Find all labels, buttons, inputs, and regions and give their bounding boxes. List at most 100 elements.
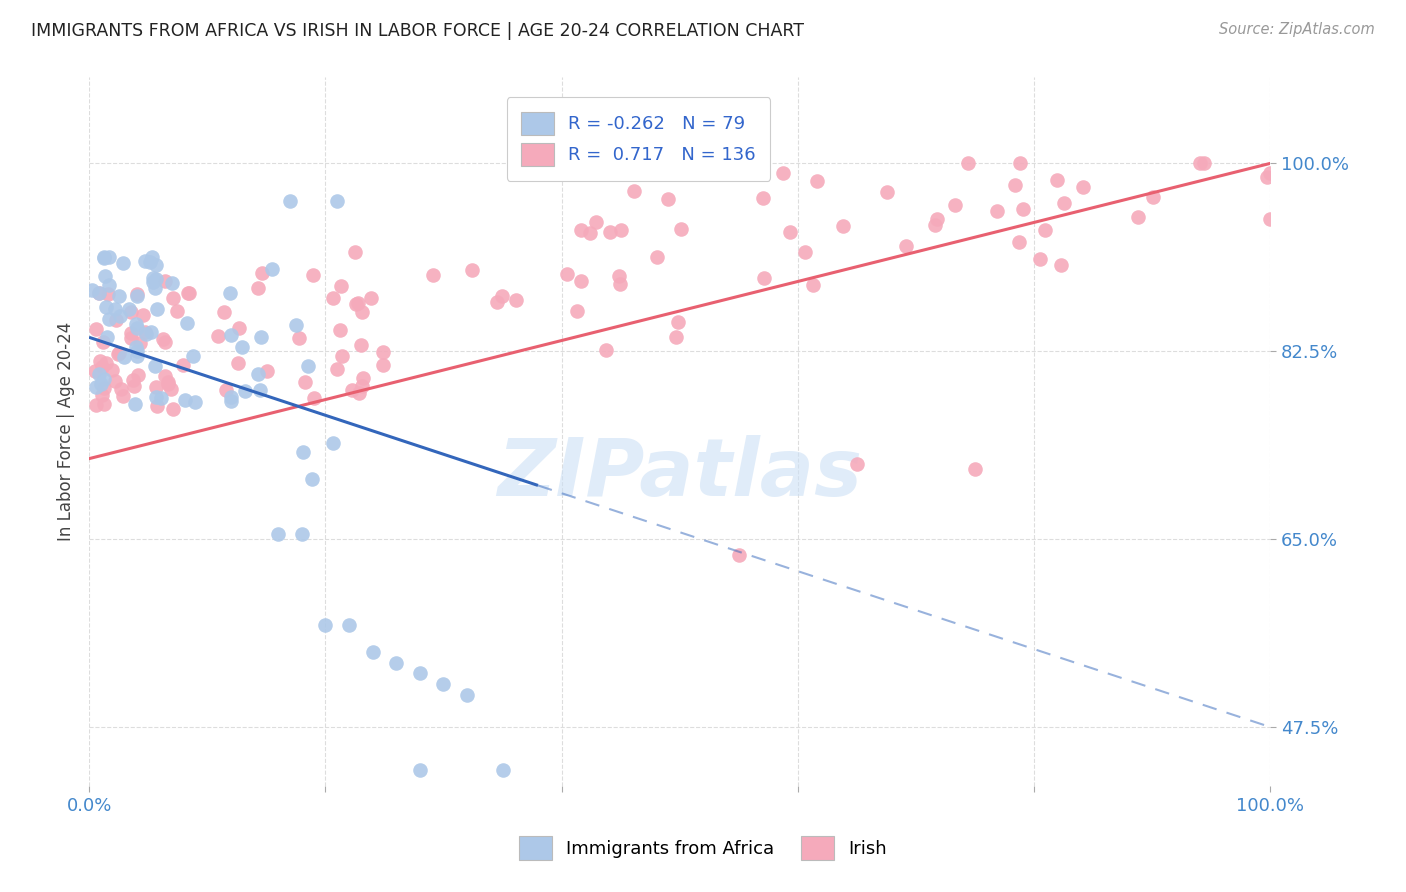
- Point: [104, 313, 127, 327]
- Point: [111, 256, 134, 270]
- Point: [385, 656, 408, 670]
- Point: [128, 336, 150, 351]
- Point: [145, 272, 167, 286]
- Point: [1028, 252, 1050, 266]
- Point: [779, 225, 801, 239]
- Point: [132, 308, 155, 322]
- Point: [84, 364, 107, 378]
- Point: [97, 286, 120, 301]
- Point: [91, 334, 114, 349]
- Point: [162, 291, 184, 305]
- Point: [609, 277, 631, 292]
- Point: [93, 381, 115, 395]
- Point: [246, 281, 269, 295]
- Point: [352, 370, 374, 384]
- Point: [249, 383, 271, 397]
- Point: [177, 286, 200, 301]
- Point: [330, 350, 353, 364]
- Point: [1260, 166, 1282, 180]
- Point: [135, 326, 157, 341]
- Point: [342, 383, 364, 397]
- Point: [344, 297, 367, 311]
- Point: [141, 325, 163, 339]
- Point: [347, 385, 370, 400]
- Point: [579, 226, 602, 240]
- Point: [350, 379, 373, 393]
- Point: [221, 390, 243, 404]
- Point: [141, 250, 163, 264]
- Point: [145, 380, 167, 394]
- Point: [1050, 258, 1073, 272]
- Point: [97, 277, 120, 292]
- Point: [125, 340, 148, 354]
- Point: [329, 279, 352, 293]
- Point: [344, 244, 367, 259]
- Point: [803, 277, 825, 292]
- Point: [125, 287, 148, 301]
- Point: [565, 304, 588, 318]
- Point: [657, 192, 679, 206]
- Point: [569, 223, 592, 237]
- Point: [599, 225, 621, 239]
- Point: [162, 402, 184, 417]
- Text: ZIPatlas: ZIPatlas: [498, 435, 862, 513]
- Point: [145, 258, 167, 272]
- Point: [741, 161, 763, 175]
- Point: [94, 356, 117, 370]
- Point: [112, 350, 135, 364]
- Point: [752, 191, 775, 205]
- Point: [98, 250, 121, 264]
- Point: [371, 345, 394, 359]
- Point: [301, 268, 323, 282]
- Point: [89, 367, 111, 381]
- Point: [361, 645, 384, 659]
- Point: [152, 332, 174, 346]
- Point: [104, 375, 127, 389]
- Text: Source: ZipAtlas.com: Source: ZipAtlas.com: [1219, 22, 1375, 37]
- Point: [156, 375, 179, 389]
- Point: [460, 262, 482, 277]
- Text: IMMIGRANTS FROM AFRICA VS IRISH IN LABOR FORCE | AGE 20-24 CORRELATION CHART: IMMIGRANTS FROM AFRICA VS IRISH IN LABOR…: [31, 22, 804, 40]
- Point: [297, 359, 319, 373]
- Point: [876, 185, 898, 199]
- Point: [794, 245, 817, 260]
- Point: [228, 320, 250, 334]
- Point: [1012, 202, 1035, 216]
- Point: [166, 304, 188, 318]
- Point: [93, 396, 115, 410]
- Point: [160, 276, 183, 290]
- Point: [806, 174, 828, 188]
- Point: [1033, 223, 1056, 237]
- Point: [772, 166, 794, 180]
- Point: [491, 763, 513, 777]
- Point: [87, 285, 110, 300]
- Point: [943, 197, 966, 211]
- Point: [134, 325, 156, 339]
- Point: [120, 331, 142, 345]
- Point: [486, 294, 509, 309]
- Point: [322, 291, 344, 305]
- Point: [1008, 156, 1031, 170]
- Point: [326, 194, 349, 208]
- Point: [173, 392, 195, 407]
- Point: [1260, 211, 1282, 226]
- Point: [219, 394, 242, 409]
- Point: [1142, 190, 1164, 204]
- Point: [645, 250, 668, 264]
- Point: [219, 327, 242, 342]
- Point: [89, 353, 111, 368]
- Point: [1071, 179, 1094, 194]
- Point: [1046, 173, 1069, 187]
- Point: [134, 254, 156, 268]
- Point: [291, 526, 314, 541]
- Point: [146, 301, 169, 316]
- Point: [226, 356, 249, 370]
- Point: [373, 358, 395, 372]
- Point: [172, 358, 194, 372]
- Point: [107, 347, 129, 361]
- Y-axis label: In Labor Force | Age 20-24: In Labor Force | Age 20-24: [58, 322, 75, 541]
- Point: [125, 318, 148, 332]
- Point: [1189, 156, 1212, 170]
- Point: [831, 219, 853, 233]
- Point: [145, 390, 167, 404]
